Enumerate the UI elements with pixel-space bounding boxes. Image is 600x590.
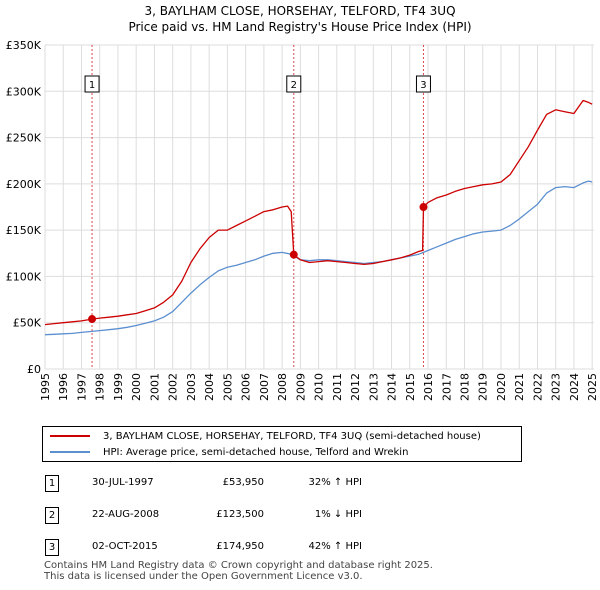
property-price-line bbox=[44, 99, 593, 326]
y-tick-label: £250K bbox=[6, 132, 42, 145]
y-tick-label: £0 bbox=[27, 363, 41, 376]
sale-row: 3 02-OCT-2015 £174,950 42% ↑ HPI bbox=[42, 538, 562, 558]
x-tick-label: 2019 bbox=[477, 373, 490, 401]
legend-label-hpi: HPI: Average price, semi-detached house,… bbox=[103, 446, 409, 458]
axes: £0 £50K £100K £150K £200K £250K £300K £350K 1995… bbox=[6, 39, 599, 401]
sale-number-badge: 2 bbox=[45, 507, 59, 524]
x-tick-label: 1997 bbox=[75, 373, 88, 401]
x-tick-label: 2025 bbox=[586, 373, 599, 401]
sale-number-badge: 3 bbox=[45, 539, 59, 556]
sale-row: 1 30-JUL-1997 £53,950 32% ↑ HPI bbox=[42, 474, 562, 494]
plot-area bbox=[45, 45, 594, 369]
sale-point bbox=[419, 203, 428, 212]
y-tick-label: £50K bbox=[13, 317, 42, 330]
y-tick-label: £300K bbox=[6, 85, 42, 98]
x-tick-label: 1998 bbox=[94, 373, 107, 401]
sale-row: 2 22-AUG-2008 £123,500 1% ↓ HPI bbox=[42, 506, 562, 526]
x-tick-label: 2008 bbox=[276, 373, 289, 401]
sale-number-badge: 1 bbox=[45, 475, 59, 492]
hpi-line bbox=[44, 180, 593, 336]
series-lines bbox=[44, 99, 593, 336]
legend-item-hpi: HPI: Average price, semi-detached house,… bbox=[43, 444, 408, 460]
footer-copyright: Contains HM Land Registry data © Crown c… bbox=[44, 560, 433, 571]
x-tick-label: 1996 bbox=[57, 373, 70, 401]
sale-date: 22-AUG-2008 bbox=[92, 509, 160, 520]
x-tick-label: 2005 bbox=[221, 373, 234, 401]
sale-label-number: 2 bbox=[291, 80, 297, 91]
y-tick-label: £100K bbox=[6, 270, 42, 283]
x-tick-label: 2013 bbox=[367, 373, 380, 401]
footer-license: This data is licensed under the Open Gov… bbox=[44, 571, 363, 582]
sale-hpi-change: 32% ↑ HPI bbox=[308, 477, 362, 488]
property-line-swatch bbox=[50, 435, 90, 437]
x-tick-label: 2012 bbox=[349, 373, 362, 401]
x-tick-label: 2023 bbox=[550, 373, 563, 401]
legend: 3, BAYLHAM CLOSE, HORSEHAY, TELFORD, TF4… bbox=[42, 426, 522, 462]
y-tick-label: £150K bbox=[6, 224, 42, 237]
y-tick-label: £200K bbox=[6, 178, 42, 191]
sale-label-number: 1 bbox=[89, 80, 95, 91]
x-tick-label: 2015 bbox=[404, 373, 417, 401]
sale-price: £174,950 bbox=[216, 541, 264, 552]
x-tick-label: 2006 bbox=[240, 373, 253, 401]
sale-date-lines: 1 2 3 bbox=[84, 45, 431, 369]
footer: Contains HM Land Registry data © Crown c… bbox=[44, 560, 433, 582]
x-tick-label: 2007 bbox=[258, 373, 271, 401]
sale-label-box bbox=[415, 75, 431, 93]
y-tick-label: £350K bbox=[6, 39, 42, 52]
price-chart: 1 2 3 £0 £50K £100K £150K £200K £250K £300K £350K… bbox=[6, 39, 599, 401]
x-tick-label: 1995 bbox=[39, 373, 52, 401]
sale-label-box bbox=[286, 75, 302, 93]
x-tick-label: 2018 bbox=[459, 373, 472, 401]
x-tick-label: 2000 bbox=[130, 373, 143, 401]
sale-hpi-change: 42% ↑ HPI bbox=[308, 541, 362, 552]
sale-label-number: 3 bbox=[420, 80, 426, 91]
sale-point bbox=[88, 315, 97, 324]
gridlines bbox=[44, 44, 594, 370]
x-tick-label: 2001 bbox=[148, 373, 161, 401]
x-tick-label: 2011 bbox=[331, 373, 344, 401]
x-tick-label: 2021 bbox=[513, 373, 526, 401]
sale-price: £123,500 bbox=[216, 509, 264, 520]
x-tick-label: 1999 bbox=[112, 373, 125, 401]
x-tick-label: 2022 bbox=[531, 373, 544, 401]
sale-markers bbox=[88, 203, 428, 324]
legend-item-property: 3, BAYLHAM CLOSE, HORSEHAY, TELFORD, TF4… bbox=[43, 428, 481, 444]
sale-date: 02-OCT-2015 bbox=[92, 541, 158, 552]
x-tick-label: 2004 bbox=[203, 373, 216, 401]
sale-date: 30-JUL-1997 bbox=[92, 477, 154, 488]
x-tick-label: 2020 bbox=[495, 373, 508, 401]
x-tick-label: 2003 bbox=[185, 373, 198, 401]
x-tick-label: 2014 bbox=[386, 373, 399, 401]
sale-price: £53,950 bbox=[222, 477, 264, 488]
x-tick-label: 2024 bbox=[568, 373, 581, 401]
sale-point bbox=[289, 250, 298, 259]
legend-label-property: 3, BAYLHAM CLOSE, HORSEHAY, TELFORD, TF4… bbox=[103, 430, 481, 442]
hpi-line-swatch bbox=[50, 451, 90, 453]
x-tick-label: 2016 bbox=[422, 373, 435, 401]
x-tick-label: 2002 bbox=[167, 373, 180, 401]
x-tick-label: 2010 bbox=[313, 373, 326, 401]
sale-hpi-change: 1% ↓ HPI bbox=[314, 509, 362, 520]
chart-subtitle: Price paid vs. HM Land Registry's House … bbox=[128, 20, 472, 34]
x-tick-label: 2017 bbox=[440, 373, 453, 401]
chart-title: 3, BAYLHAM CLOSE, HORSEHAY, TELFORD, TF4… bbox=[144, 4, 456, 18]
sale-label-box bbox=[84, 75, 100, 93]
x-tick-label: 2009 bbox=[294, 373, 307, 401]
